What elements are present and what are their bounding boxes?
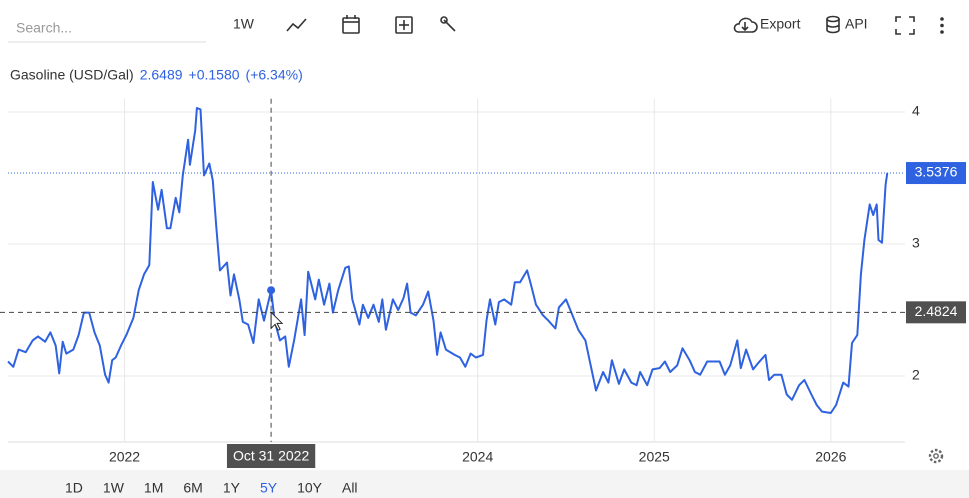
range-button[interactable]: 10Y — [297, 480, 323, 496]
header-text: 2.6489 — [140, 67, 183, 83]
chart-settings-icon[interactable] — [928, 448, 944, 464]
range-button[interactable]: 1M — [144, 480, 163, 496]
range-button[interactable]: All — [342, 480, 358, 496]
interval-button[interactable]: 1W — [233, 16, 255, 32]
x-tick-label: 2026 — [815, 449, 846, 465]
crosshair-x-box — [226, 444, 316, 468]
range-button[interactable]: 5Y — [260, 480, 278, 496]
export-icon[interactable] — [733, 17, 758, 33]
range-button[interactable]: 1D — [65, 480, 83, 496]
crosshair-y-box — [906, 301, 966, 324]
calendar-icon[interactable] — [342, 15, 360, 34]
x-tick-label: 2024 — [462, 449, 493, 465]
range-bar — [0, 470, 969, 498]
api-icon[interactable] — [826, 15, 840, 34]
crosshair-y-label: 2.4824 — [915, 303, 958, 319]
range-button[interactable]: 1Y — [223, 480, 241, 496]
crosshair-x-label: Oct 31 2022 — [233, 448, 309, 464]
header-text: Gasoline (USD/Gal) — [10, 67, 134, 83]
fullscreen-icon[interactable] — [895, 16, 915, 35]
search-input[interactable]: Search... — [16, 20, 72, 36]
range-button[interactable]: 6M — [183, 480, 202, 496]
menu-icon[interactable] — [940, 17, 944, 34]
settings-tool-icon[interactable] — [440, 16, 456, 32]
y-tick-label: 3 — [912, 235, 920, 251]
chart-type-icon[interactable] — [286, 18, 307, 32]
price-line — [7, 107, 889, 414]
y-tick-label: 2 — [912, 367, 920, 383]
x-tick-label: 2022 — [109, 449, 140, 465]
highlight-point — [267, 286, 276, 295]
compare-icon[interactable] — [395, 16, 413, 34]
last-value-box — [906, 162, 966, 185]
header-text: +0.1580 — [189, 67, 240, 83]
api-button[interactable]: API — [845, 16, 868, 32]
x-tick-label: 2025 — [639, 449, 670, 465]
range-button[interactable]: 1W — [103, 480, 125, 496]
header-text: (+6.34%) — [246, 67, 303, 83]
last-value-label: 3.5376 — [915, 164, 958, 180]
cursor — [270, 311, 284, 331]
y-tick-label: 4 — [912, 103, 920, 119]
export-button[interactable]: Export — [760, 16, 801, 32]
